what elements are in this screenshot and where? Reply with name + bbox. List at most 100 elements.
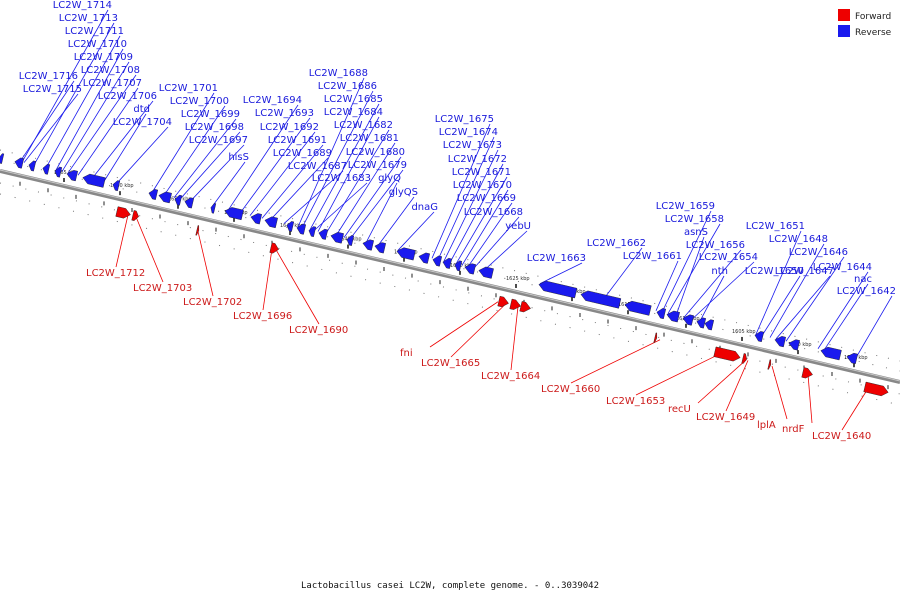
- forward-gene-arrow: [713, 346, 741, 362]
- reverse-gene-arrow: [296, 223, 307, 235]
- reverse-leader-line: [769, 243, 825, 338]
- gene-label-lc2w-1681: LC2W_1681: [340, 133, 399, 144]
- reverse-leader-line: [163, 105, 226, 196]
- gene-labels: LC2W_1714 LC2W_1713 LC2W_1711 LC2W_1710 LC2W…: [19, 0, 896, 442]
- reverse-gene-arrow: [374, 242, 386, 254]
- gene-label-lc2w-1694: LC2W_1694: [243, 95, 302, 106]
- reverse-leader-line: [699, 275, 725, 322]
- reverse-gene-arrow: [148, 189, 159, 200]
- gene-label-lc2w-1703: LC2W_1703: [133, 283, 192, 294]
- gene-label-lc2w-1708: LC2W_1708: [81, 65, 140, 76]
- legend: Forward Reverse: [838, 9, 892, 38]
- gene-label-lc2w-1680: LC2W_1680: [346, 147, 405, 158]
- reverse-leader-line: [261, 144, 324, 219]
- reverse-gene-arrow: [396, 247, 416, 261]
- gene-label-glyq: glyQ: [378, 173, 401, 184]
- reverse-leader-line: [455, 176, 508, 265]
- reverse-gene-arrow: [158, 191, 172, 204]
- gene-label-lc2w-1714: LC2W_1714: [53, 0, 112, 11]
- legend-reverse-label: Reverse: [855, 28, 892, 38]
- gene-label-lc2w-1656: LC2W_1656: [686, 240, 745, 251]
- gene-label-lc2w-1706: LC2W_1706: [98, 91, 157, 102]
- gene-label-lc2w-1691: LC2W_1691: [268, 135, 327, 146]
- gene-label-lpla: lplA: [757, 420, 776, 431]
- gene-label-lc2w-1696: LC2W_1696: [233, 311, 292, 322]
- reverse-gene-arrow: [66, 170, 78, 182]
- forward-leader-line: [275, 249, 320, 325]
- gene-label-lc2w-1704: LC2W_1704: [113, 117, 172, 128]
- reverse-gene-arrow: [346, 235, 355, 246]
- gene-label-lc2w-1659: LC2W_1659: [656, 201, 715, 212]
- reverse-leader-line: [377, 196, 415, 246]
- gene-label-dtd: dtd: [133, 104, 150, 115]
- genome-axis: [0, 169, 900, 384]
- reverse-gene-arrow: [250, 213, 262, 225]
- gene-label-dnag: dnaG: [411, 202, 438, 213]
- forward-gene-arrow: [269, 242, 279, 254]
- forward-gene-arrow: [863, 381, 889, 397]
- gene-label-lc2w-1651: LC2W_1651: [746, 221, 805, 232]
- reverse-gene-arrow: [362, 239, 374, 251]
- reverse-leader-line: [431, 123, 491, 259]
- reverse-gene-arrow: [846, 352, 858, 365]
- reverse-gene-arrow: [42, 163, 51, 175]
- gene-label-lc2w-1662: LC2W_1662: [587, 238, 646, 249]
- forward-leader-line: [697, 359, 747, 404]
- forward-gene-arrow: [115, 206, 131, 219]
- reverse-gene-arrow: [580, 290, 622, 309]
- gene-label-lc2w-1710: LC2W_1710: [68, 39, 127, 50]
- reverse-leader-line: [437, 136, 495, 260]
- genome-caption: Lactobacillus casei LC2W, complete genom…: [301, 581, 599, 591]
- reverse-leader-line: [239, 117, 311, 214]
- reverse-leader-line: [55, 48, 124, 171]
- reverse-gene-arrow: [54, 166, 63, 178]
- gene-label-yebu: yebU: [505, 221, 531, 232]
- reverse-leader-line: [467, 202, 513, 267]
- reverse-gene-arrow: [264, 216, 278, 229]
- reverse-leader-line: [661, 210, 712, 313]
- reverse-gene-arrow: [442, 257, 453, 269]
- genome-axis-shine: [0, 169, 900, 382]
- reverse-gene-arrow: [82, 173, 106, 188]
- reverse-leader-line: [283, 170, 344, 224]
- reverse-gene-arrow: [682, 314, 694, 326]
- reverse-leader-line: [761, 275, 801, 336]
- gene-label-lc2w-1716: LC2W_1716: [19, 71, 78, 82]
- gene-label-recu: recU: [668, 404, 691, 415]
- reverse-leader-line: [313, 182, 368, 231]
- reverse-leader-line: [269, 157, 329, 221]
- reverse-leader-line: [443, 149, 499, 262]
- reverse-leader-line: [397, 211, 435, 251]
- forward-leader-line: [771, 365, 788, 420]
- tick-label: 1665 kbp: [54, 170, 78, 176]
- reverse-leader-line: [449, 163, 504, 263]
- reverse-gene-arrow: [704, 319, 715, 331]
- gene-label-lc2w-1683: LC2W_1683: [312, 173, 371, 184]
- tick-label: 1600 kbp: [788, 342, 812, 348]
- reverse-gene-arrow: [624, 300, 652, 316]
- gene-label-lc2w-1692: LC2W_1692: [260, 122, 319, 133]
- reverse-leader-line: [45, 35, 121, 168]
- gene-label-lc2w-1698: LC2W_1698: [185, 122, 244, 133]
- reverse-leader-line: [343, 156, 402, 238]
- reverse-gene-arrow: [184, 197, 195, 209]
- reverse-leader-line: [317, 116, 380, 232]
- gene-label-lc2w-1685: LC2W_1685: [324, 94, 383, 105]
- forward-leader-line: [115, 214, 129, 268]
- gene-features: [0, 153, 889, 397]
- reverse-leader-line: [115, 126, 169, 185]
- gene-label-lc2w-1671: LC2W_1671: [452, 167, 511, 178]
- reverse-leader-line: [785, 256, 845, 342]
- gene-label-lc2w-1684: LC2W_1684: [324, 107, 383, 118]
- gene-label-lc2w-1688: LC2W_1688: [309, 68, 368, 79]
- gene-label-lc2w-1649: LC2W_1649: [696, 412, 755, 423]
- reverse-leader-line: [297, 77, 365, 228]
- reverse-gene-arrow: [174, 194, 183, 206]
- reverse-leader-line: [173, 118, 237, 199]
- gene-label-lc2w-1675: LC2W_1675: [435, 114, 494, 125]
- gene-label-lc2w-1686: LC2W_1686: [318, 81, 377, 92]
- frame-line-rev-outer: [0, 149, 900, 362]
- reverse-leader-line: [309, 103, 380, 230]
